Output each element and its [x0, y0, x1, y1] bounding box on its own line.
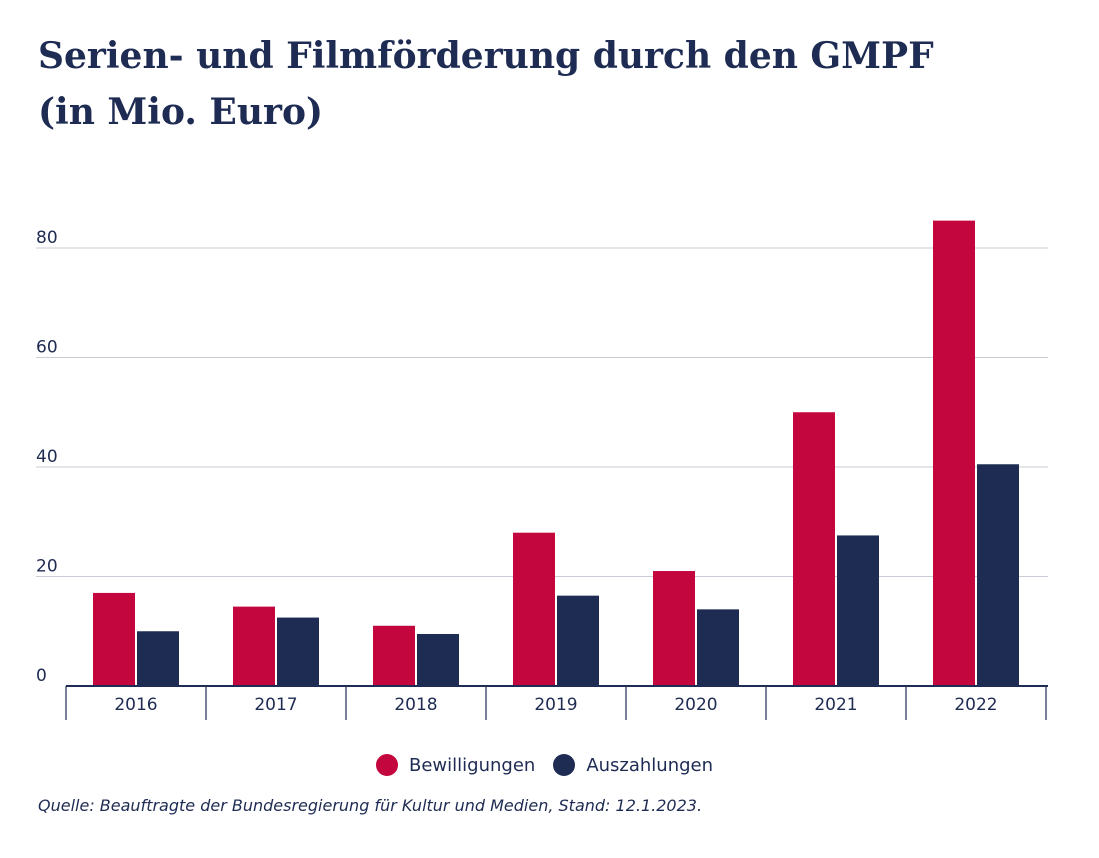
- x-tick-label-2018: 2018: [394, 695, 437, 715]
- legend-swatch-auszahlungen: [553, 754, 576, 776]
- bar-bewilligungen-2017: [233, 606, 275, 686]
- legend-label-auszahlungen: Auszahlungen: [586, 754, 714, 776]
- bar-auszahlungen-2020: [697, 609, 739, 686]
- bar-auszahlungen-2022: [977, 464, 1019, 686]
- x-tick-label-2019: 2019: [534, 695, 577, 715]
- x-tick-label-2016: 2016: [114, 695, 157, 715]
- bar-auszahlungen-2018: [417, 633, 459, 686]
- bar-auszahlungen-2016: [137, 631, 179, 686]
- y-tick-label-40: 40: [36, 447, 58, 467]
- legend-item-bewilligungen: Bewilligungen: [376, 754, 535, 776]
- chart-title-line-1: Serien- und Filmförderung durch den GMPF: [38, 35, 934, 77]
- bar-bewilligungen-2016: [93, 592, 135, 686]
- legend-item-auszahlungen: Auszahlungen: [553, 754, 713, 776]
- source-note: Quelle: Beauftragte der Bundesregierung …: [38, 796, 703, 815]
- legend: Bewilligungen Auszahlungen: [376, 752, 731, 778]
- bar-bewilligungen-2019: [513, 532, 555, 686]
- bar-bewilligungen-2022: [933, 220, 975, 686]
- bar-auszahlungen-2021: [837, 535, 879, 686]
- bar-bewilligungen-2021: [793, 412, 835, 686]
- x-tick-label-2017: 2017: [254, 695, 297, 715]
- bar-bewilligungen-2018: [373, 625, 415, 686]
- legend-swatch-bewilligungen: [376, 754, 398, 776]
- bar-auszahlungen-2017: [277, 617, 319, 686]
- x-tick-label-2022: 2022: [954, 695, 997, 715]
- y-tick-label-0: 0: [36, 666, 47, 686]
- legend-label-bewilligungen: Bewilligungen: [409, 754, 536, 776]
- x-tick-label-2021: 2021: [814, 695, 857, 715]
- bar-auszahlungen-2019: [557, 595, 599, 686]
- chart-title-line-2: (in Mio. Euro): [38, 91, 324, 133]
- y-tick-label-60: 60: [36, 338, 58, 358]
- bar-bewilligungen-2020: [653, 571, 695, 686]
- y-tick-label-20: 20: [36, 557, 58, 577]
- y-tick-label-80: 80: [36, 228, 58, 248]
- chart-title: Serien- und Filmförderung durch den GMPF…: [38, 28, 1058, 140]
- x-tick-label-2020: 2020: [674, 695, 717, 715]
